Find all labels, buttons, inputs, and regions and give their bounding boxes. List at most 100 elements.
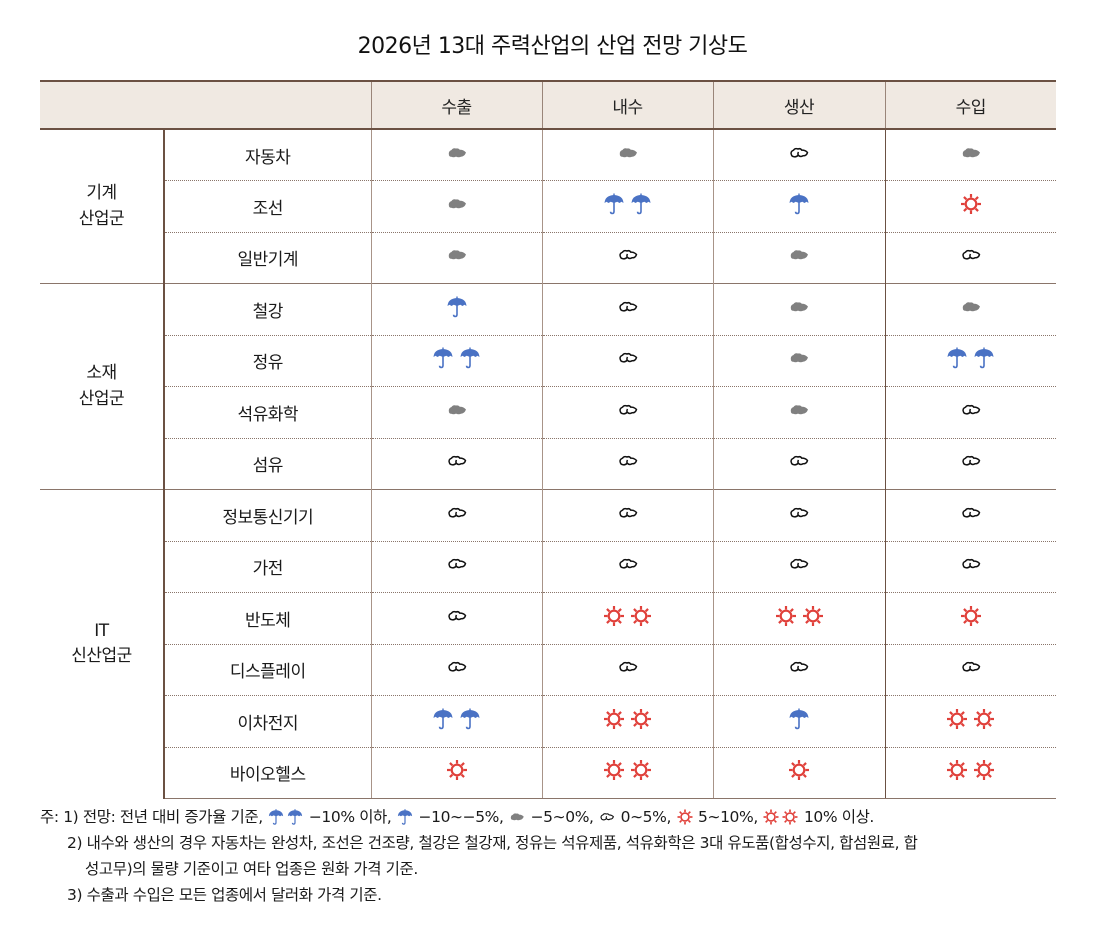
legend-text: 5∼10%, — [698, 808, 758, 826]
table-row: 반도체 — [40, 592, 1056, 644]
outlook-cell-export — [370, 334, 542, 387]
outlook-cell-import — [884, 283, 1056, 335]
outline-cloud-icon — [959, 501, 983, 525]
table-row: 석유화학 — [40, 386, 1056, 438]
legend-text: −10% 이하, — [308, 808, 392, 826]
two-suns-icon — [762, 808, 799, 826]
outline-cloud-icon — [445, 552, 469, 576]
two-suns-icon — [945, 707, 996, 731]
two-suns-icon — [602, 758, 653, 782]
outline-cloud-icon — [616, 449, 640, 473]
dark-cloud-icon — [959, 141, 983, 165]
outlook-cell-export — [370, 592, 542, 644]
column-header-domestic: 내수 — [541, 80, 713, 130]
industry-name: 바이오헬스 — [163, 746, 371, 799]
outlook-cell-export — [370, 489, 542, 541]
two-umbrellas-icon — [267, 808, 304, 826]
outline-cloud-icon — [616, 243, 640, 267]
sun-icon — [787, 758, 811, 782]
dark-cloud-icon — [787, 346, 811, 370]
note-2-line-1: 2) 내수와 생산의 경우 자동차는 완성차, 조선은 건조량, 철강은 철강재… — [67, 834, 918, 852]
two-suns-icon — [602, 707, 653, 731]
outlook-cell-production — [712, 128, 885, 181]
umbrella-icon — [787, 707, 811, 731]
outlook-cell-import — [884, 334, 1056, 387]
group-label-line-2: 산업군 — [78, 388, 125, 409]
outline-cloud-icon — [616, 655, 640, 679]
outlook-cell-export — [370, 231, 542, 284]
outlook-cell-production — [712, 283, 885, 335]
dark-cloud-icon — [445, 192, 469, 216]
legend-item: −10∼−5%, — [391, 808, 504, 826]
legend-item: 10% 이상. — [758, 808, 874, 826]
legend: −10% 이하, −10∼−5%, −5∼0%, 0∼5%, 5∼10%, 10… — [267, 808, 874, 826]
outline-cloud-icon — [959, 398, 983, 422]
column-header-production: 생산 — [712, 80, 885, 130]
table-row: 일반기계 — [40, 231, 1056, 284]
legend-text: 10% 이상. — [803, 808, 874, 826]
group-label-line-2: 신산업군 — [71, 646, 132, 667]
note-1-prefix: 주: 1) 전망: 전년 대비 증가율 기준, — [40, 808, 263, 826]
legend-item: 0∼5%, — [594, 808, 671, 826]
column-header-import: 수입 — [884, 80, 1056, 130]
outlook-cell-import — [884, 643, 1056, 696]
outlook-cell-domestic — [541, 386, 713, 438]
outline-cloud-icon — [616, 552, 640, 576]
outlook-cell-import — [884, 489, 1056, 541]
industry-name: 조선 — [163, 180, 371, 232]
dark-cloud-icon — [787, 295, 811, 319]
table-row: 디스플레이 — [40, 643, 1056, 696]
group-label-line-2: 산업군 — [78, 208, 125, 229]
table-row: 바이오헬스 — [40, 746, 1056, 799]
outlook-cell-import — [884, 231, 1056, 284]
outlook-cell-production — [712, 231, 885, 284]
industry-group-label: IT 신산업군 — [40, 489, 164, 799]
outline-cloud-icon — [787, 501, 811, 525]
legend-item: 5∼10%, — [671, 808, 758, 826]
table-row: 이차전지 — [40, 695, 1056, 747]
footnotes: 주: 1) 전망: 전년 대비 증가율 기준, −10% 이하, −10∼−5%… — [40, 804, 1070, 908]
dark-cloud-icon — [445, 243, 469, 267]
outlook-cell-domestic — [541, 180, 713, 232]
outlook-cell-domestic — [541, 592, 713, 644]
outlook-cell-domestic — [541, 231, 713, 284]
two-umbrellas-icon — [602, 192, 653, 216]
industry-name: 디스플레이 — [163, 643, 371, 696]
dark-cloud-icon — [787, 398, 811, 422]
dark-cloud-icon — [787, 243, 811, 267]
table-row: 가전 — [40, 540, 1056, 593]
dark-cloud-icon — [445, 398, 469, 422]
outlook-cell-production — [712, 334, 885, 387]
industry-name: 자동차 — [163, 128, 371, 181]
outlook-cell-domestic — [541, 283, 713, 335]
outlook-cell-domestic — [541, 695, 713, 747]
table-header-row: 수출 내수 생산 수입 — [40, 80, 1056, 130]
sun-icon — [959, 604, 983, 628]
umbrella-icon — [396, 808, 414, 826]
outline-cloud-icon — [616, 501, 640, 525]
outlook-cell-production — [712, 695, 885, 747]
umbrella-icon — [445, 295, 469, 319]
outlook-cell-domestic — [541, 540, 713, 593]
dark-cloud-icon — [616, 141, 640, 165]
outlook-cell-export — [370, 386, 542, 438]
note-3: 3) 수출과 수입은 모든 업종에서 달러화 가격 기준. — [67, 886, 382, 904]
outline-cloud-icon — [616, 346, 640, 370]
outline-cloud-icon — [445, 655, 469, 679]
outlook-cell-domestic — [541, 489, 713, 541]
outlook-cell-export — [370, 180, 542, 232]
two-suns-icon — [945, 758, 996, 782]
outlook-cell-export — [370, 437, 542, 490]
legend-item: −10% 이하, — [267, 808, 392, 826]
outline-cloud-icon — [445, 604, 469, 628]
outlook-cell-production — [712, 437, 885, 490]
table-row: 정유 — [40, 334, 1056, 387]
outlook-cell-domestic — [541, 128, 713, 181]
outlook-cell-production — [712, 386, 885, 438]
dark-cloud-icon — [508, 808, 526, 826]
outline-cloud-icon — [959, 449, 983, 473]
sun-icon — [445, 758, 469, 782]
industry-name: 반도체 — [163, 592, 371, 644]
umbrella-icon — [787, 192, 811, 216]
legend-text: −10∼−5%, — [418, 808, 504, 826]
